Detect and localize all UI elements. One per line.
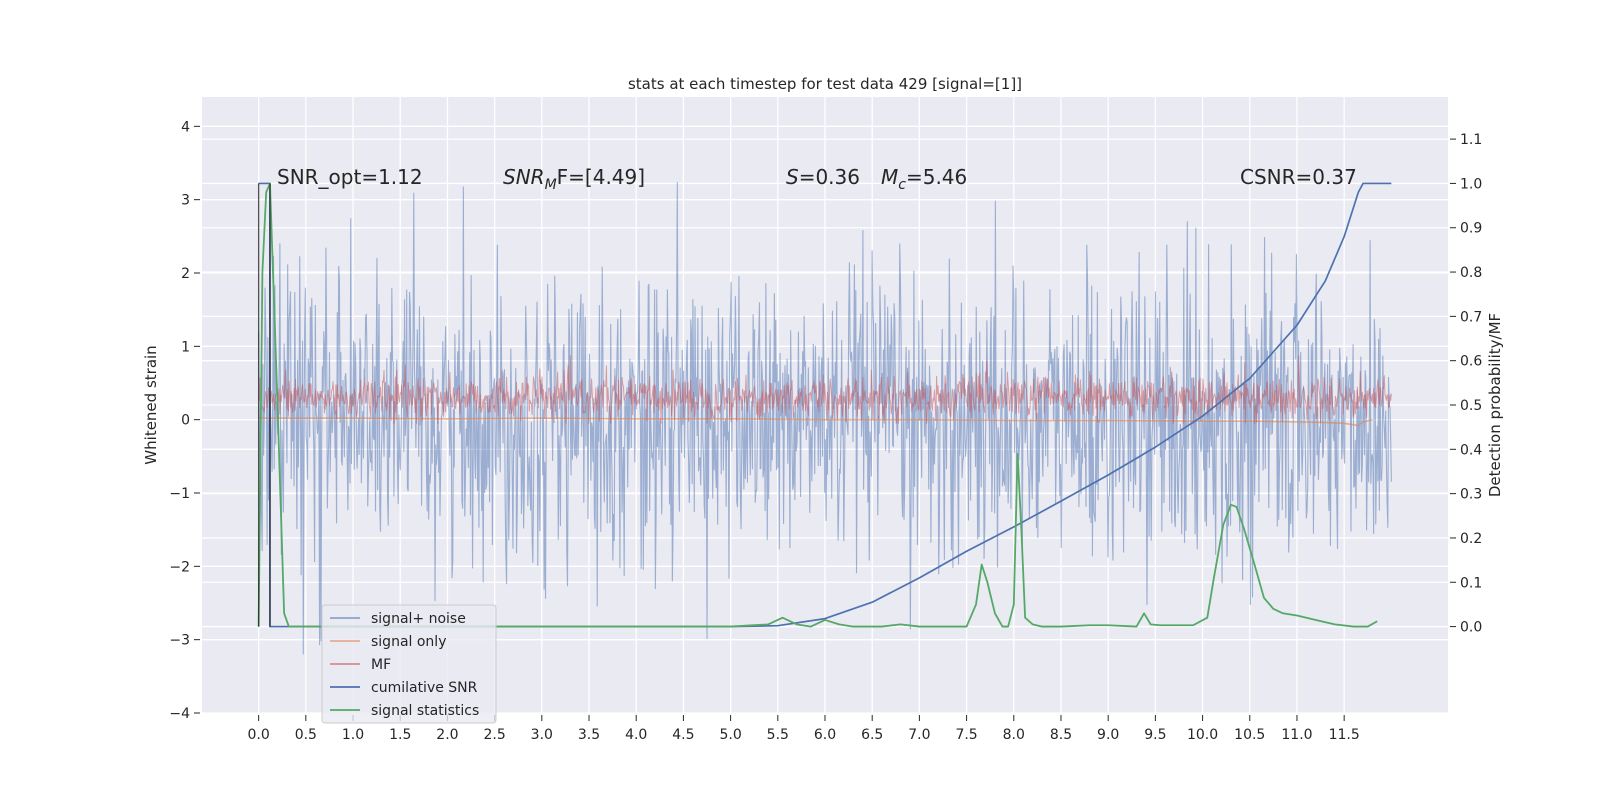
y2-tick-label: 1.0 xyxy=(1460,176,1482,192)
y2-tick-label: 0.1 xyxy=(1460,575,1482,591)
y-tick-label: 4 xyxy=(181,119,190,135)
x-tick-label: 6.5 xyxy=(861,727,883,743)
legend-label-mf: MF xyxy=(371,657,391,673)
y2-tick-label: 0.8 xyxy=(1460,265,1482,281)
x-tick-label: 8.5 xyxy=(1050,727,1072,743)
y-tick-label: 0 xyxy=(181,413,190,429)
legend-label-signal-statistics: signal statistics xyxy=(371,703,479,719)
x-tick-label: 10.5 xyxy=(1234,727,1265,743)
x-tick-label: 6.0 xyxy=(814,727,836,743)
y2-tick-label: 0.3 xyxy=(1460,487,1482,503)
legend: signal+ noise signal only MF cumilative SNR… xyxy=(321,604,497,724)
y2-tick-label: 1.1 xyxy=(1460,132,1482,148)
y2-tick-label: 0.5 xyxy=(1460,398,1482,414)
x-tick-label: 3.5 xyxy=(578,727,600,743)
x-tick-label: 5.5 xyxy=(767,727,789,743)
annotation-s: S=0.36 xyxy=(786,165,860,189)
ticks: 0.0 0.5 1.0 1.5 2.0 2.5 3.0 3.5 4.0 4.5 5.0 5.5 6.0 6… xyxy=(169,119,1482,743)
x-tick-label: 1.5 xyxy=(389,727,411,743)
x-tick-label: 7.5 xyxy=(955,727,977,743)
legend-box xyxy=(321,604,497,724)
annotation-snr-opt: SNR_opt=1.12 xyxy=(277,165,423,189)
chart-title: stats at each timestep for test data 429… xyxy=(628,75,1022,93)
y-tick-label: −1 xyxy=(169,486,190,502)
x-tick-label: 2.5 xyxy=(483,727,505,743)
series-mf-line xyxy=(258,355,1392,424)
legend-label-cumilative-snr: cumilative SNR xyxy=(371,680,478,696)
y2-tick-label: 0.2 xyxy=(1460,531,1482,547)
y2-tick-label: 0.9 xyxy=(1460,221,1482,237)
data-layer xyxy=(257,181,1392,655)
legend-label-signal-only: signal only xyxy=(371,634,446,650)
y-tick-label: −2 xyxy=(169,559,190,575)
x-tick-label: 0.5 xyxy=(295,727,317,743)
y2-tick-label: 0.4 xyxy=(1460,442,1482,458)
y-axis-label: Whitened strain xyxy=(142,345,160,464)
x-tick-label: 4.0 xyxy=(625,727,647,743)
y-tick-label: 2 xyxy=(181,266,190,282)
annotation-mc: Mc=5.46 xyxy=(881,165,967,193)
annotation-snr-mf: SNRMF=[4.49] xyxy=(503,165,645,193)
x-tick-label: 8.0 xyxy=(1003,727,1025,743)
y2-tick-label: 0.7 xyxy=(1460,309,1482,325)
x-tick-label: 2.0 xyxy=(436,727,458,743)
legend-items: signal+ noise signal only MF cumilative SNR… xyxy=(330,611,479,719)
x-tick-label: 1.0 xyxy=(342,727,364,743)
x-tick-label: 5.0 xyxy=(719,727,741,743)
y2-tick-label: 0.0 xyxy=(1460,620,1482,636)
x-tick-label: 11.5 xyxy=(1329,727,1360,743)
x-tick-label: 10.0 xyxy=(1187,727,1218,743)
series-signal-statistics-line xyxy=(257,182,1378,628)
y-tick-label: −3 xyxy=(169,633,190,649)
x-tick-label: 7.0 xyxy=(908,727,930,743)
x-tick-label: 3.0 xyxy=(531,727,553,743)
x-tick-label: 9.5 xyxy=(1144,727,1166,743)
y2-axis-label: Detection probability/MF xyxy=(1486,313,1504,497)
x-tick-label: 11.0 xyxy=(1281,727,1312,743)
x-tick-label: 4.5 xyxy=(672,727,694,743)
annotation-csnr: CSNR=0.37 xyxy=(1240,165,1357,189)
y-tick-label: 3 xyxy=(181,193,190,209)
y-tick-label: 1 xyxy=(181,339,190,355)
legend-label-signal-noise: signal+ noise xyxy=(371,611,466,627)
y2-tick-label: 0.6 xyxy=(1460,354,1482,370)
y-tick-label: −4 xyxy=(169,706,190,722)
x-tick-label: 0.0 xyxy=(248,727,270,743)
series-signal-only-line xyxy=(258,417,1373,427)
x-tick-label: 9.0 xyxy=(1097,727,1119,743)
